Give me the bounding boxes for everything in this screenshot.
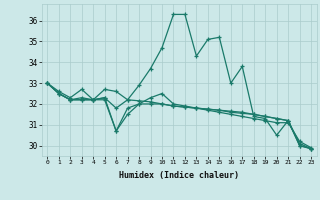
X-axis label: Humidex (Indice chaleur): Humidex (Indice chaleur) (119, 171, 239, 180)
